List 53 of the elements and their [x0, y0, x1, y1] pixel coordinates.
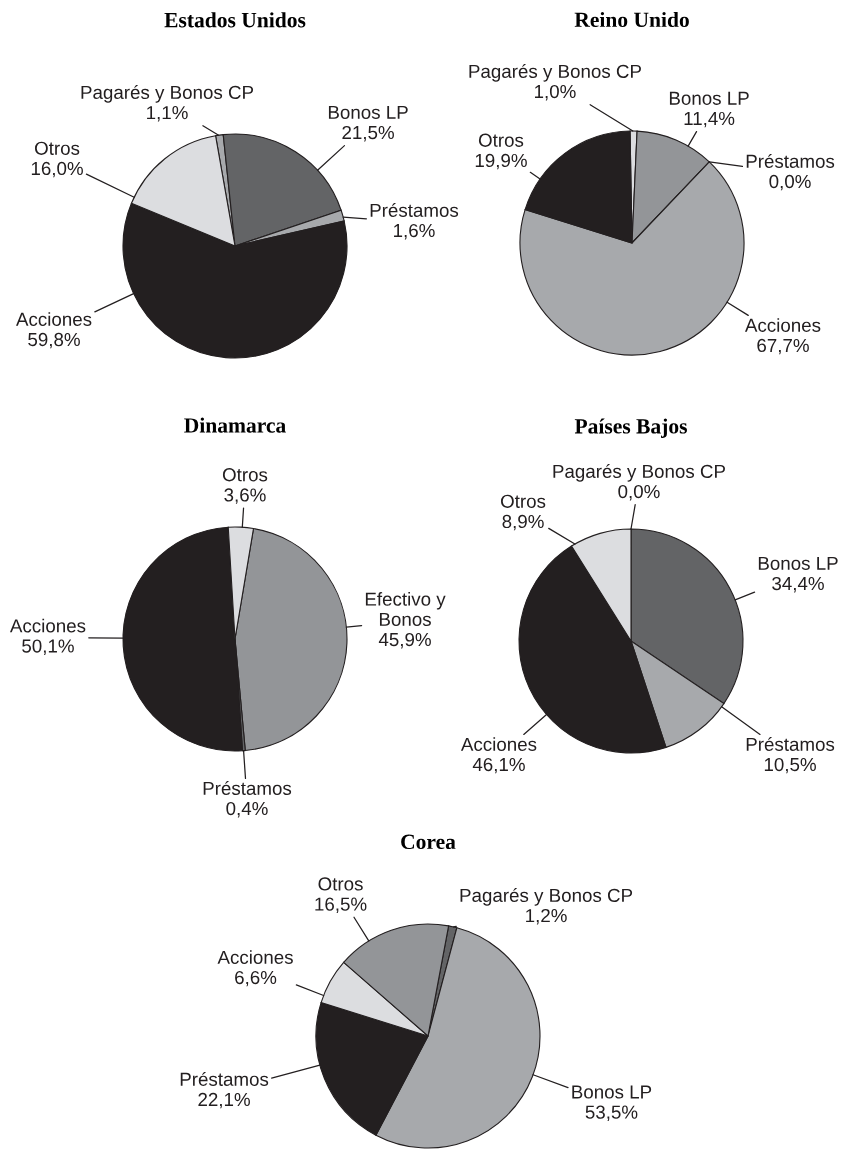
- data-label: 0,4%: [226, 801, 268, 818]
- slice-label: Acciones: [460, 737, 537, 751]
- data-label: 59,8%: [28, 332, 80, 349]
- data-label: 8,9%: [502, 514, 544, 531]
- slice-label: Otros: [501, 494, 546, 508]
- chart-title: Corea: [401, 834, 456, 850]
- slice-label: Acciones: [16, 312, 92, 326]
- chart-title: Estados Unidos: [164, 12, 306, 28]
- data-label: 50,1%: [22, 639, 74, 655]
- slice-label: Pagarés y Bonos CP: [469, 64, 641, 82]
- data-label: 34,4%: [772, 576, 824, 593]
- data-label: 16,5%: [315, 897, 367, 914]
- data-label: 1,0%: [535, 84, 576, 101]
- slice-label: Bonos LP: [758, 556, 838, 570]
- data-label: 11,4%: [684, 111, 735, 128]
- slice-label: Bonos LP: [328, 105, 408, 119]
- data-label: 1,2%: [526, 908, 567, 925]
- slice-label: Acciones: [9, 618, 86, 633]
- data-label: 3,6%: [224, 488, 266, 504]
- slice-label: Bonos LP: [669, 91, 749, 105]
- data-label: 1,1%: [147, 106, 188, 122]
- chart-title: Países Bajos: [574, 418, 687, 438]
- category-label: Pagarés y Bonos CP: [553, 464, 725, 482]
- slice-label: Bonos LP: [572, 1085, 652, 1099]
- slice-label: Pagarés y Bonos CP: [460, 888, 633, 906]
- legend-label: Préstamos: [746, 153, 835, 168]
- data-label: 1,6%: [394, 223, 435, 240]
- slice-label: Préstamos: [203, 781, 292, 795]
- slice-label: Acciones: [744, 318, 821, 332]
- data-label: 22,1%: [198, 1092, 250, 1109]
- slice-label: Otros: [35, 141, 80, 155]
- text: 0,0%: [769, 174, 811, 191]
- slice-label: Otros: [222, 468, 268, 482]
- data-label: 19,9%: [475, 153, 527, 170]
- slice-label: Préstamos: [180, 1071, 269, 1086]
- data-label: 10,5%: [764, 757, 816, 774]
- slice-label: Pagarés y Bonos CP: [81, 85, 254, 103]
- data-label: 45,9%: [378, 632, 431, 649]
- data-label: 21,5%: [342, 125, 394, 142]
- chart-title: Reino Unido: [574, 11, 689, 28]
- slice-label: Acciones: [217, 950, 293, 964]
- data-label: 53,5%: [585, 1105, 638, 1121]
- chart-title: Dinamarca: [184, 417, 286, 433]
- text: 0,0%: [618, 484, 660, 501]
- slice-label: Otros: [318, 877, 363, 891]
- data-label: 6,6%: [235, 970, 277, 987]
- slice-label: Préstamos: [746, 736, 835, 751]
- data-label: 67,7%: [757, 338, 809, 355]
- slice-label: Préstamos: [370, 202, 459, 217]
- slice-label: Otros: [478, 133, 524, 147]
- data-label: 16,0%: [31, 161, 83, 178]
- data-label: 46,1%: [472, 757, 525, 774]
- slice-label: Efectivo y Bonos: [365, 592, 446, 626]
